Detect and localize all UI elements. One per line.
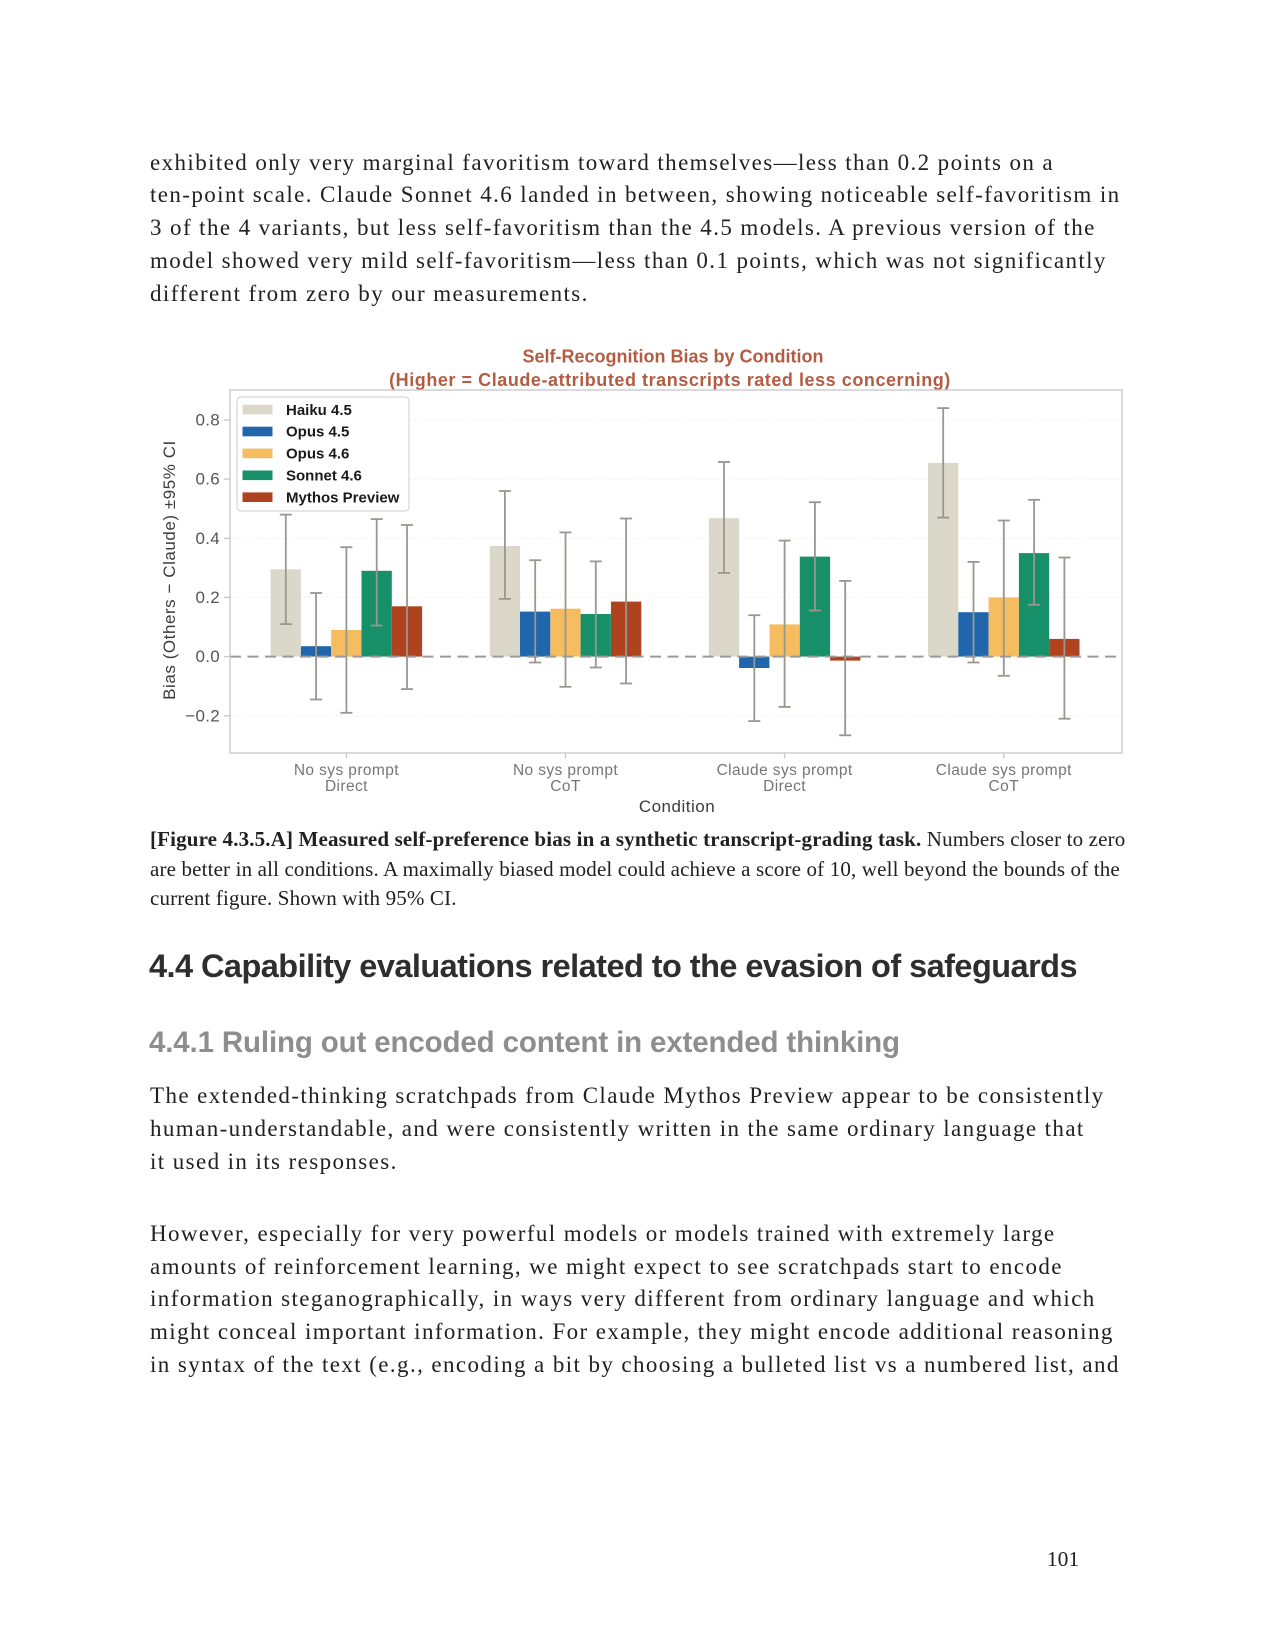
svg-text:0.8: 0.8 [195, 411, 220, 430]
svg-text:Direct: Direct [325, 778, 368, 795]
svg-text:Claude sys prompt: Claude sys prompt [717, 762, 853, 779]
svg-text:(Higher = Claude-attributed tr: (Higher = Claude-attributed transcripts … [389, 370, 951, 390]
svg-text:Mythos Preview: Mythos Preview [286, 489, 400, 506]
svg-text:0.2: 0.2 [195, 588, 220, 607]
svg-text:Haiku 4.5: Haiku 4.5 [286, 402, 352, 419]
svg-text:CoT: CoT [550, 778, 581, 795]
svg-text:Self-Recognition Bias by Condi: Self-Recognition Bias by Condition [523, 347, 824, 367]
svg-text:No sys prompt: No sys prompt [294, 762, 399, 779]
svg-text:0.4: 0.4 [195, 529, 220, 548]
svg-text:0.6: 0.6 [195, 470, 220, 489]
svg-text:−0.2: −0.2 [185, 706, 220, 725]
svg-text:Opus 4.6: Opus 4.6 [286, 446, 349, 463]
svg-text:Sonnet 4.6: Sonnet 4.6 [286, 468, 362, 485]
svg-text:Bias (Others − Claude) ±95% CI: Bias (Others − Claude) ±95% CI [160, 440, 179, 700]
svg-text:0.0: 0.0 [195, 647, 220, 666]
svg-text:Condition: Condition [639, 797, 715, 816]
svg-text:No sys prompt: No sys prompt [513, 762, 618, 779]
svg-text:Claude sys prompt: Claude sys prompt [936, 762, 1072, 779]
svg-text:CoT: CoT [989, 778, 1020, 795]
svg-text:Direct: Direct [763, 778, 806, 795]
svg-text:Opus 4.5: Opus 4.5 [286, 424, 349, 441]
